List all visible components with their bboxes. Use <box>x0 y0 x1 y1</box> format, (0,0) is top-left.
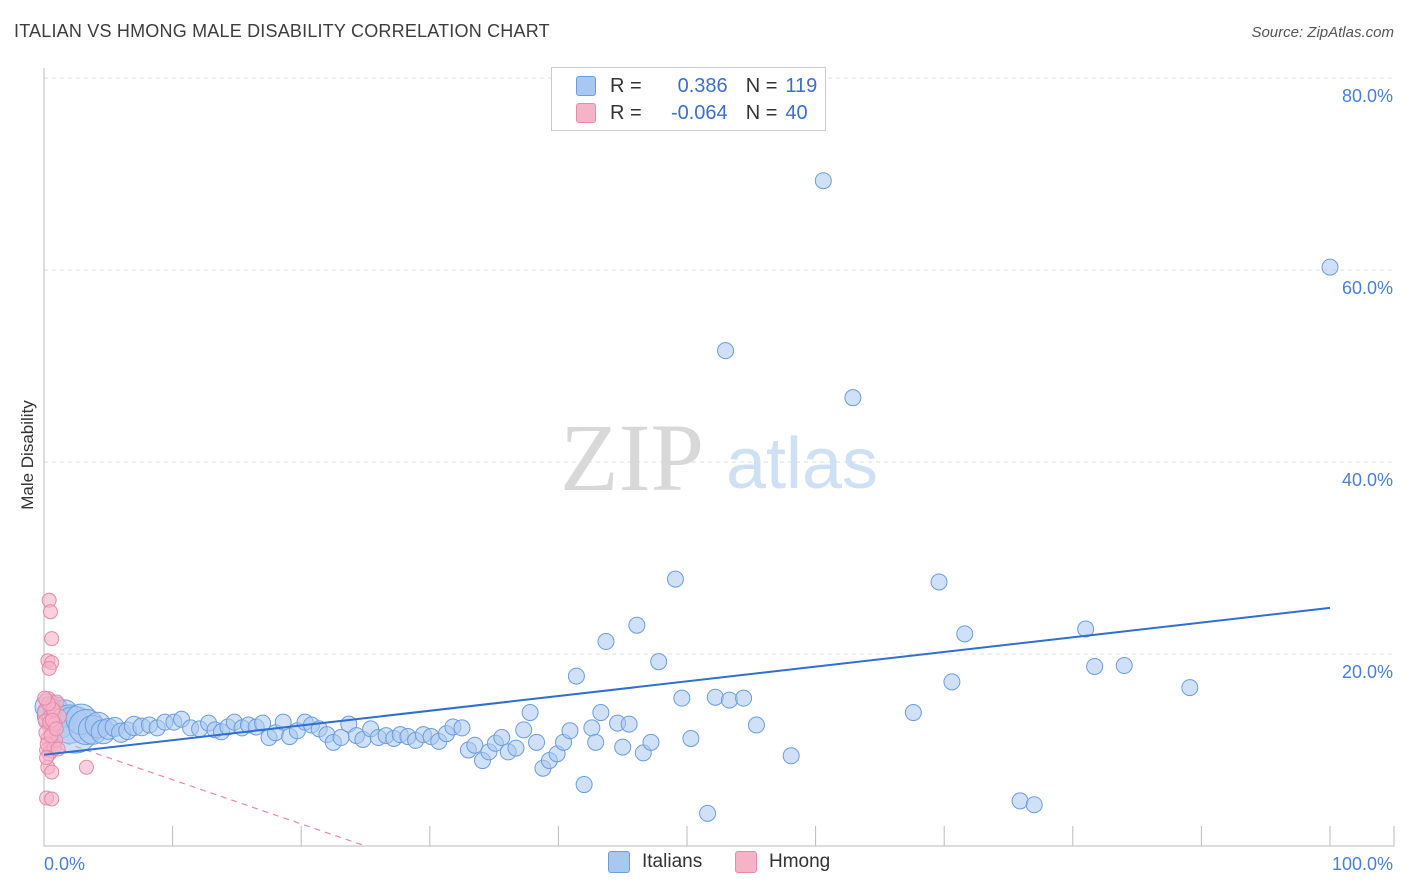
y-tick-label-20: 20.0% <box>1342 662 1393 682</box>
italians-point-91 <box>673 689 691 707</box>
italians-point-70 <box>521 704 539 722</box>
italians-point-79 <box>583 719 601 737</box>
italians-point-90 <box>666 570 684 588</box>
hmong-n-label: N = <box>745 101 778 124</box>
italians-point-104 <box>943 673 961 691</box>
italians-point-100 <box>814 172 832 190</box>
tick-labels: 20.0% 40.0% 60.0% 80.0% 0.0% 100.0% <box>44 86 1393 874</box>
italians-point-71 <box>528 733 546 751</box>
italians-point-86 <box>628 616 646 634</box>
bottom-legend-italians: Italians <box>608 851 702 873</box>
italians-point-89 <box>650 653 668 671</box>
y-axis-label: Male Disability <box>18 400 37 510</box>
italians-point-95 <box>717 342 735 360</box>
italians-trend-segment <box>43 606 1331 756</box>
italians-point-88 <box>642 733 660 751</box>
italians-point-98 <box>747 716 765 734</box>
italians-point-78 <box>575 776 593 794</box>
italians-point-111 <box>1181 679 1199 697</box>
y-tick-label-80: 80.0% <box>1342 86 1393 106</box>
italians-point-102 <box>904 704 922 722</box>
hmong-legend-label: Hmong <box>769 851 831 872</box>
watermark: ZIP atlas <box>560 404 878 511</box>
italians-legend-swatch <box>608 851 630 873</box>
x-tick-label-max: 100.0% <box>1332 854 1393 874</box>
italians-point-81 <box>592 704 610 722</box>
source-label: Source: ZipAtlas.com <box>1251 24 1394 41</box>
italians-point-33 <box>254 714 272 732</box>
italians-point-77 <box>567 667 585 685</box>
hmong-trend-line <box>43 735 366 847</box>
hmong-r-label: R = <box>610 101 642 124</box>
italians-point-112 <box>1321 258 1339 276</box>
hmong-r-value: -0.064 <box>670 101 728 124</box>
hmong-point-16 <box>44 631 60 647</box>
hmong-n-value: 40 <box>785 101 808 124</box>
italians-point-80 <box>587 733 605 751</box>
y-tick-label-40: 40.0% <box>1342 470 1393 490</box>
italians-point-108 <box>1077 620 1095 638</box>
italians-point-109 <box>1086 657 1104 675</box>
italians-point-110 <box>1115 657 1133 675</box>
hmong-legend-swatch <box>735 851 757 873</box>
italians-point-92 <box>682 729 700 747</box>
italians-point-76 <box>561 722 579 740</box>
data-points <box>34 172 1339 822</box>
y-tick-label-60: 60.0% <box>1342 278 1393 298</box>
italians-point-107 <box>1025 796 1043 814</box>
hmong-point-39 <box>48 721 64 737</box>
italians-point-101 <box>844 389 862 407</box>
italians-point-85 <box>620 715 638 733</box>
italians-point-84 <box>614 738 632 756</box>
italians-point-97 <box>735 689 753 707</box>
italians-point-82 <box>597 633 615 651</box>
italians-point-99 <box>782 747 800 765</box>
chart-title: ITALIAN VS HMONG MALE DISABILITY CORRELA… <box>14 21 550 41</box>
italians-point-60 <box>453 719 471 737</box>
hmong-point-23 <box>44 791 60 807</box>
hmong-point-35 <box>39 750 55 766</box>
hmong-point-24 <box>78 759 94 775</box>
italians-r-value: 0.386 <box>677 74 728 97</box>
italians-legend-label: Italians <box>642 851 703 872</box>
italians-point-62 <box>466 736 484 754</box>
italians-point-69 <box>515 721 533 739</box>
legend-row-hmong: R = -0.064 N = 40 <box>576 100 808 126</box>
watermark-atlas: atlas <box>726 424 878 504</box>
italians-r-label: R = <box>610 74 642 97</box>
hmong-point-15 <box>42 604 58 620</box>
italians-n-value: 119 <box>785 74 818 97</box>
italians-point-66 <box>493 729 511 747</box>
hmong-point-19 <box>41 660 57 676</box>
italians-point-105 <box>956 625 974 643</box>
correlation-legend: R = 0.386 N = 119 R = -0.064 N = 40 <box>551 67 826 131</box>
italians-trend-line <box>43 606 1331 756</box>
italians-n-label: N = <box>745 74 778 97</box>
x-tick-label-min: 0.0% <box>44 854 85 874</box>
italians-swatch <box>576 76 596 96</box>
legend-row-italians: R = 0.386 N = 119 <box>576 73 817 99</box>
italians-point-103 <box>930 573 948 591</box>
hmong-point-21 <box>44 764 60 780</box>
italians-point-106 <box>1011 792 1029 810</box>
hmong-swatch <box>576 103 596 123</box>
hmong-point-37 <box>37 690 53 706</box>
italians-point-93 <box>699 804 717 822</box>
italians-point-96 <box>720 691 738 709</box>
italians-point-94 <box>706 688 724 706</box>
bottom-legend-hmong: Hmong <box>735 851 830 873</box>
gridlines <box>44 77 1394 655</box>
italians-point-68 <box>507 739 525 757</box>
watermark-zip: ZIP <box>560 404 704 511</box>
hmong-trend-segment <box>43 735 366 847</box>
